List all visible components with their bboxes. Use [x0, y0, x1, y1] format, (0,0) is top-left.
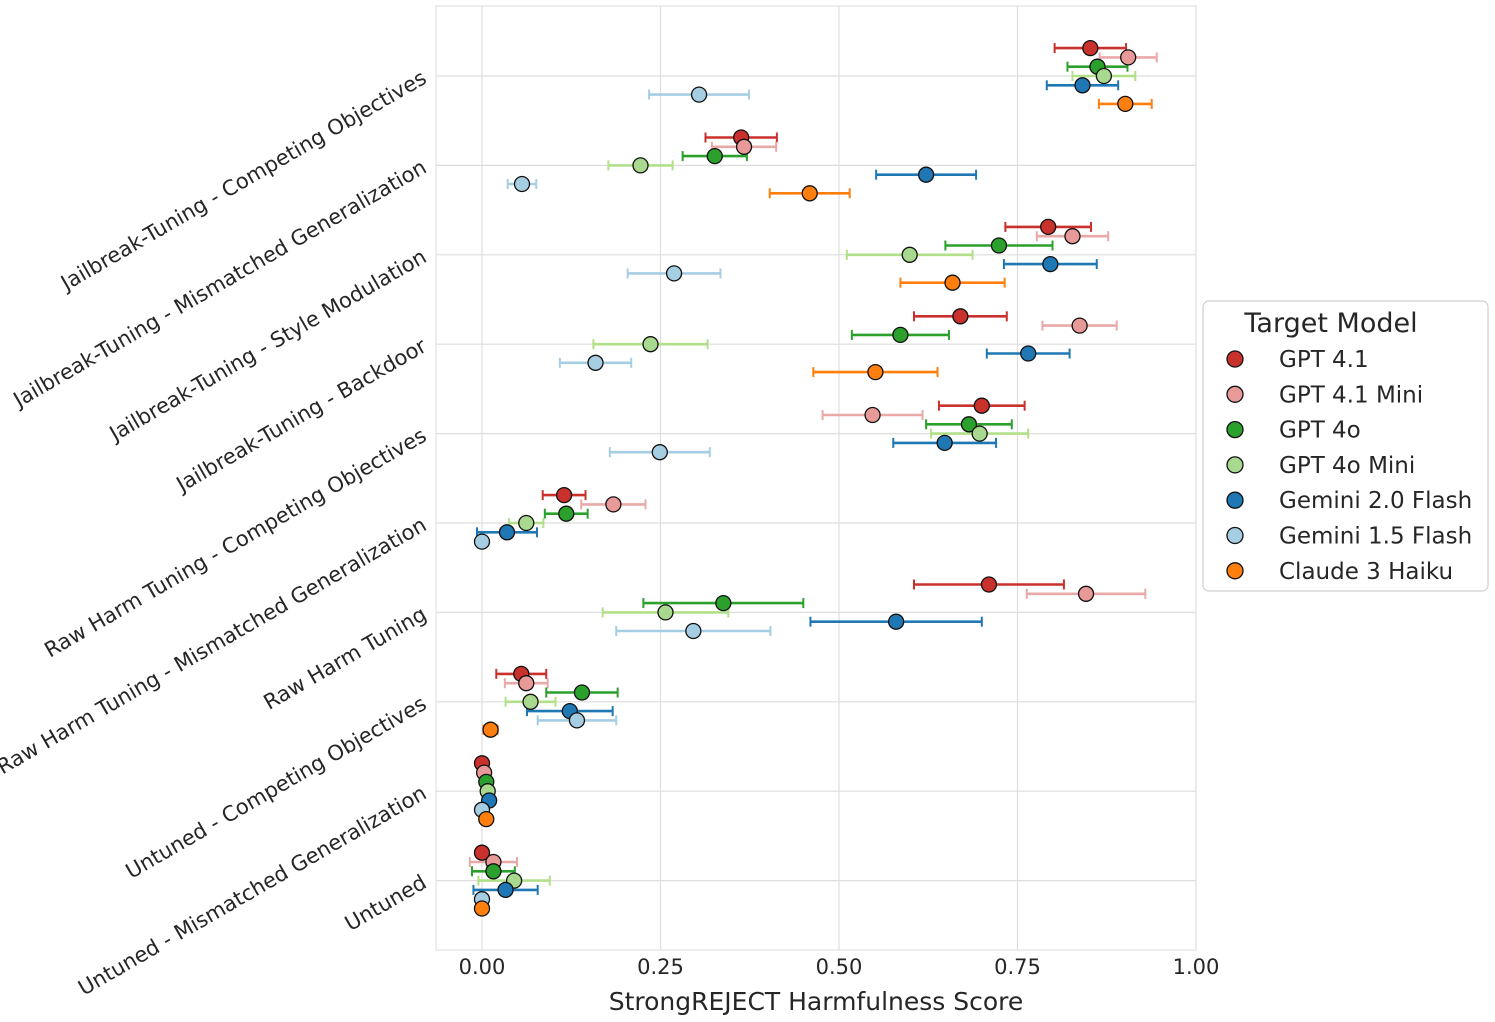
point-gpt-4-1: [473, 844, 491, 861]
x-tick-label: 0.75: [994, 955, 1041, 979]
point-gpt-4o-mini: [971, 425, 988, 442]
legend-label-gemini-2-0-flash: Gemini 2.0 Flash: [1279, 488, 1472, 514]
point-claude-3-haiku: [1117, 95, 1134, 113]
legend-label-gpt-4-1-mini: GPT 4.1 Mini: [1279, 382, 1423, 408]
legend-label-gemini-1-5-flash: Gemini 1.5 Flash: [1279, 524, 1472, 550]
point-gpt-4-1: [973, 397, 990, 414]
point-gpt-4-1-mini: [735, 138, 753, 155]
point-claude-3-haiku: [944, 274, 961, 291]
point-gpt-4o: [892, 326, 909, 344]
point-gpt-4o: [573, 684, 591, 701]
point-gemini-2-0-flash: [1074, 77, 1091, 94]
point-claude-3-haiku: [482, 721, 499, 738]
point-gpt-4-1-mini: [1064, 228, 1081, 245]
legend-marker-gpt-4-1: [1226, 350, 1244, 368]
y-tick-label: Raw Harm Tuning: [259, 602, 430, 715]
point-gemini-1-5-flash: [651, 444, 668, 461]
point-claude-3-haiku: [867, 363, 884, 381]
point-gpt-4o-mini: [522, 693, 539, 710]
point-gpt-4o-mini: [632, 157, 649, 174]
legend-marker-gpt-4o-mini: [1226, 456, 1244, 474]
point-gpt-4o-mini: [518, 514, 535, 532]
point-gpt-4-1: [980, 576, 998, 593]
point-gpt-4o: [715, 594, 732, 612]
legend-marker-gemini-1-5-flash: [1226, 526, 1244, 545]
point-gemini-1-5-flash: [473, 533, 491, 550]
point-gemini-1-5-flash: [513, 175, 531, 193]
point-gpt-4o-mini: [657, 604, 674, 621]
point-gpt-4o: [960, 416, 978, 433]
legend-label-gpt-4o: GPT 4o: [1279, 418, 1361, 444]
point-gpt-4o: [706, 147, 723, 165]
point-gpt-4-1: [952, 308, 969, 325]
point-gemini-1-5-flash: [665, 265, 683, 282]
y-tick-label: Untuned - Competing Objectives: [122, 691, 431, 883]
point-gpt-4-1-mini: [864, 406, 881, 424]
y-tick-labels: Jailbreak-Tuning - Competing ObjectivesJ…: [0, 66, 431, 1001]
point-gemini-1-5-flash: [568, 712, 586, 729]
y-tick-label: Jailbreak-Tuning - Backdoor: [171, 334, 431, 498]
point-gpt-4-1: [1082, 39, 1099, 57]
x-tick-label: 0.50: [816, 955, 863, 979]
point-gemini-2-0-flash: [917, 166, 935, 183]
legend-label-claude-3-haiku: Claude 3 Haiku: [1279, 559, 1453, 585]
point-gpt-4-1-mini: [1120, 49, 1137, 66]
point-gpt-4-1: [1040, 218, 1057, 236]
point-gpt-4o: [990, 237, 1008, 254]
point-gpt-4-1-mini: [1071, 317, 1088, 334]
point-gemini-1-5-flash: [685, 622, 702, 640]
legend: Target Model GPT 4.1 GPT 4.1 Mini GPT 4o GP…: [1202, 300, 1489, 592]
x-tick-label: 0.25: [637, 955, 684, 979]
data-points: [473, 39, 1137, 917]
point-gpt-4-1-mini: [1077, 585, 1095, 602]
legend-label-gpt-4o-mini: GPT 4o Mini: [1279, 453, 1415, 479]
point-gpt-4o-mini: [901, 246, 918, 263]
point-gemini-2-0-flash: [936, 434, 953, 452]
legend-marker-gpt-4o: [1226, 420, 1244, 439]
point-gemini-2-0-flash: [1042, 255, 1059, 273]
point-claude-3-haiku: [473, 900, 491, 917]
legend-title: Target Model: [1243, 308, 1417, 339]
point-gemini-2-0-flash: [1020, 345, 1037, 362]
point-gemini-2-0-flash: [498, 524, 516, 541]
plot-area: [435, 5, 1197, 951]
point-gpt-4o: [485, 863, 502, 880]
point-gpt-4-1-mini: [605, 496, 622, 513]
point-gemini-1-5-flash: [690, 86, 708, 103]
grid: [436, 6, 1197, 950]
point-claude-3-haiku: [478, 810, 495, 828]
x-tick-label: 0.00: [459, 955, 506, 979]
y-tick-label: Jailbreak-Tuning - Style Modulation: [104, 244, 431, 447]
legend-marker-claude-3-haiku: [1226, 562, 1244, 580]
x-axis-label: StrongREJECT Harmfulness Score: [609, 987, 1024, 1016]
point-gpt-4-1: [555, 486, 573, 504]
point-gpt-4o: [558, 505, 575, 522]
point-gemini-2-0-flash: [887, 613, 905, 630]
legend-marker-gemini-2-0-flash: [1226, 491, 1244, 509]
legend-label-gpt-4-1: GPT 4.1: [1279, 347, 1369, 373]
point-gemini-1-5-flash: [587, 354, 604, 371]
y-tick-label: Untuned: [341, 870, 431, 936]
point-gpt-4o-mini: [642, 336, 659, 353]
legend-box: [1202, 300, 1489, 592]
legend-marker-gpt-4-1-mini: [1226, 385, 1244, 403]
x-tick-labels: 0.00 0.25 0.50 0.75 1.00: [459, 955, 1220, 979]
point-gpt-4o-mini: [1095, 67, 1113, 85]
point-gpt-4-1-mini: [518, 675, 535, 692]
x-tick-label: 1.00: [1173, 955, 1220, 979]
point-gemini-2-0-flash: [497, 881, 514, 899]
point-claude-3-haiku: [801, 185, 818, 202]
